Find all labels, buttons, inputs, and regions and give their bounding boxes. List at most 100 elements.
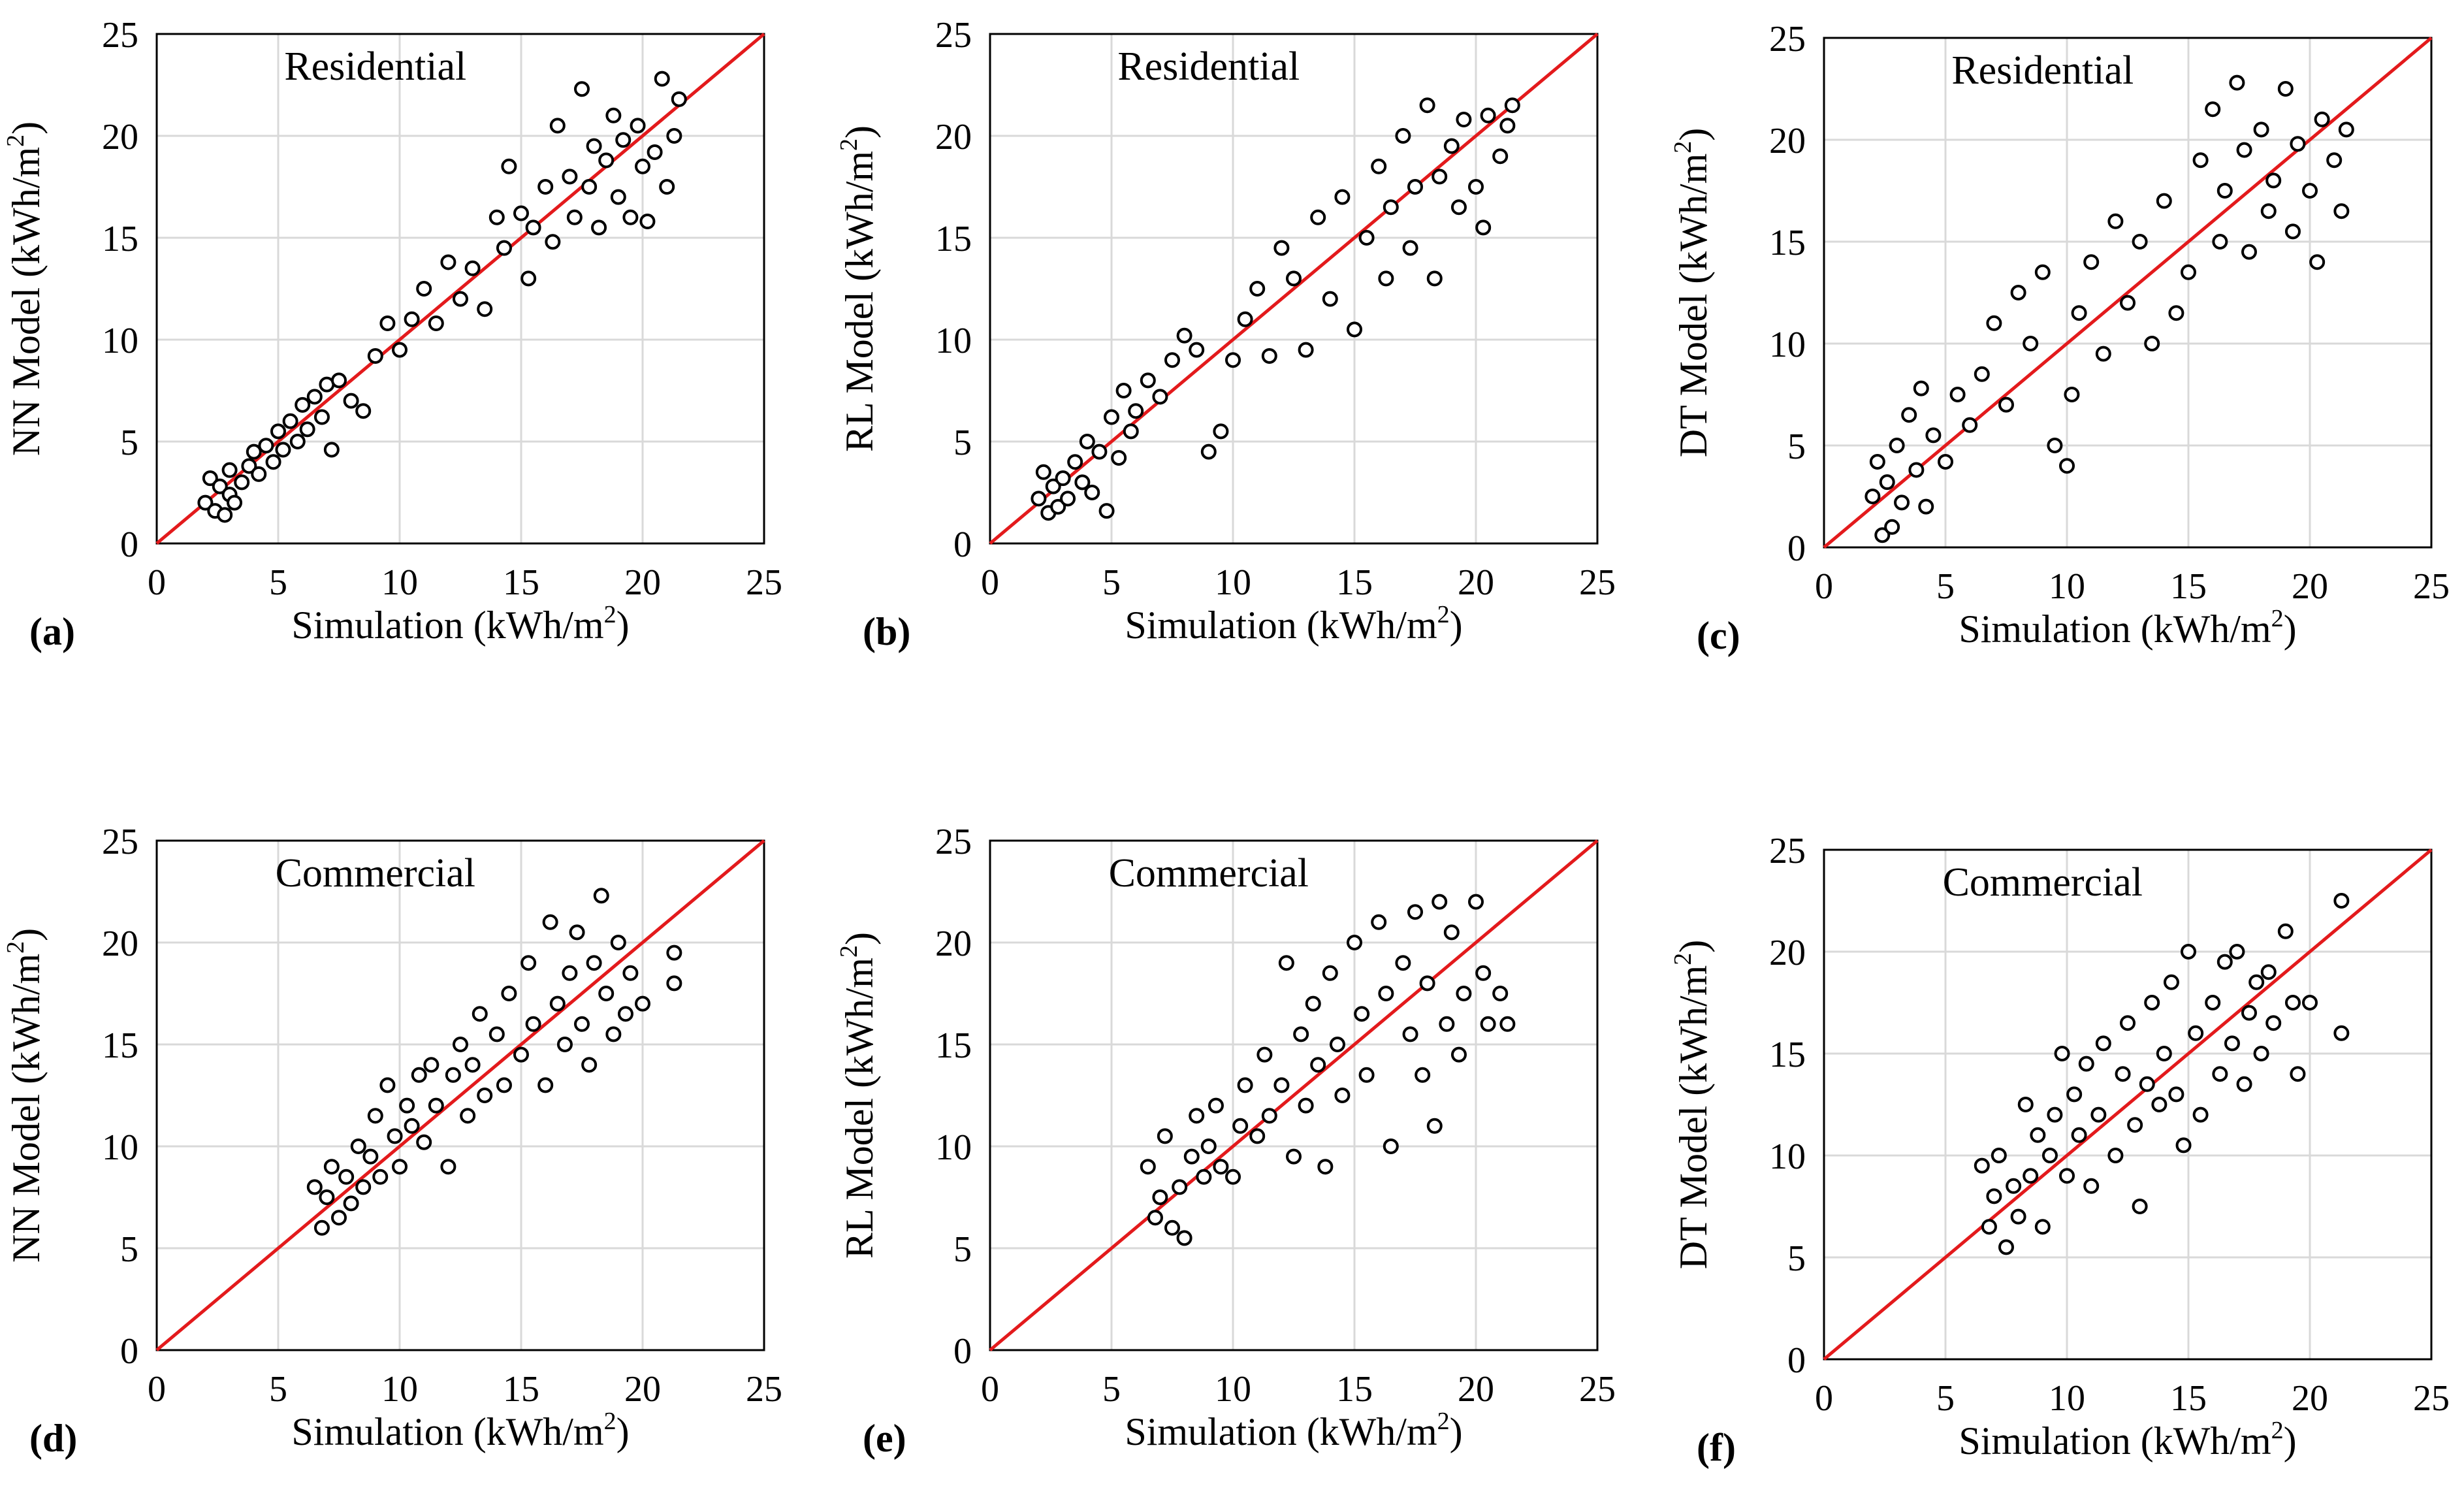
y-axis-label-text: RL Model (kWh/m (838, 958, 881, 1259)
data-point (2144, 995, 2160, 1010)
data-point (635, 995, 650, 1012)
data-point (635, 158, 650, 174)
data-point (2083, 254, 2100, 270)
data-point (520, 955, 537, 971)
data-point (2236, 142, 2252, 158)
data-point (453, 291, 468, 307)
x-tick-label: 10 (1215, 562, 1251, 603)
data-point (2156, 1046, 2172, 1061)
y-axis-label-text: RL Model (kWh/m (838, 151, 881, 452)
panel-label: (b) (863, 610, 910, 653)
x-tick-label: 20 (2292, 1378, 2328, 1419)
data-point (1938, 453, 1953, 470)
y-axis-label-close: ) (838, 125, 881, 138)
y-axis-label-close: ) (1672, 128, 1715, 141)
data-point (323, 1159, 340, 1175)
y-tick-label: 25 (935, 15, 972, 56)
y-tick-label: 5 (1787, 427, 1806, 467)
data-point (372, 1169, 389, 1185)
data-point (654, 71, 670, 87)
data-point (217, 507, 233, 523)
data-point (1286, 270, 1302, 287)
x-tick-label: 20 (624, 1369, 661, 1410)
data-point (1176, 1230, 1192, 1246)
data-point (671, 91, 687, 107)
data-point (2047, 1106, 2063, 1123)
data-point (343, 393, 359, 409)
data-point (1378, 986, 1394, 1001)
data-point (2277, 923, 2294, 939)
data-point (1913, 380, 1929, 396)
data-point (2132, 1199, 2148, 1214)
y-tick-label: 10 (935, 1127, 972, 1168)
data-point (241, 458, 257, 474)
y-tick-label: 5 (953, 1229, 972, 1270)
data-point (574, 81, 590, 97)
data-point (1480, 107, 1496, 123)
data-point (2034, 264, 2051, 280)
data-point (2265, 172, 2282, 189)
data-point (622, 965, 639, 981)
data-point (501, 158, 517, 174)
panel-label: (c) (1697, 614, 1740, 657)
data-point (1869, 453, 1885, 470)
x-axis-label-text: Simulation (kWh/m (1125, 604, 1437, 647)
data-point (1426, 270, 1443, 287)
data-point (275, 442, 291, 458)
y-axis-label-exponent: 2 (1669, 953, 1697, 965)
data-point (2229, 74, 2245, 91)
x-axis-label-close: ) (2284, 1419, 2297, 1462)
data-point (1098, 503, 1115, 519)
data-point (379, 1077, 396, 1093)
y-tick-label: 20 (102, 924, 138, 964)
data-point (2010, 285, 2026, 300)
panel-e: 00 5 5 10 10 15 15 20 20 25 25 Commercial Simulation… (835, 822, 1616, 1460)
data-point (2030, 1127, 2046, 1143)
x-axis-label-close: ) (616, 1410, 630, 1453)
data-point (574, 1016, 590, 1032)
data-point (2260, 964, 2277, 980)
data-point (1176, 327, 1192, 344)
data-point (1249, 1128, 1266, 1144)
data-point (1067, 454, 1083, 470)
y-axis-label-exponent: 2 (2, 135, 29, 147)
data-point (331, 1210, 347, 1226)
data-point (2168, 1086, 2184, 1103)
data-point (1974, 1157, 1990, 1174)
data-point (537, 1077, 554, 1093)
x-axis-label-text: Simulation (kWh/m (291, 1410, 603, 1453)
data-point (464, 260, 481, 276)
x-axis-label-text: Simulation (kWh/m (1125, 1410, 1437, 1453)
data-point (1213, 1159, 1229, 1175)
data-point (416, 1134, 432, 1150)
x-axis-label-close: ) (2284, 607, 2297, 651)
data-point (1874, 527, 1891, 543)
data-point (1901, 407, 1917, 423)
data-point (2216, 183, 2233, 199)
data-point (2006, 1178, 2022, 1194)
data-point (1298, 342, 1314, 358)
data-point (537, 179, 554, 195)
data-point (1152, 1189, 1168, 1205)
data-point (1402, 240, 1418, 256)
y-tick-label: 5 (1787, 1238, 1806, 1279)
data-point (542, 914, 558, 930)
panel-title: Residential (1951, 48, 2134, 93)
x-tick-label: 0 (981, 1369, 999, 1410)
data-point (212, 478, 228, 494)
x-axis-label-exponent: 2 (604, 601, 616, 628)
y-tick-label: 20 (1769, 933, 1806, 973)
data-point (1225, 352, 1241, 368)
y-tick-label: 0 (120, 525, 138, 565)
data-point (379, 315, 396, 332)
x-tick-label: 5 (1936, 1378, 1955, 1419)
x-axis-label-close: ) (616, 604, 630, 647)
data-point (1055, 470, 1071, 487)
data-point (647, 144, 663, 160)
data-point (1147, 1210, 1163, 1226)
data-point (581, 179, 598, 195)
data-point (610, 189, 626, 205)
y-tick-label: 25 (1769, 19, 1806, 59)
data-point (1371, 914, 1387, 930)
data-point (1879, 474, 1895, 491)
